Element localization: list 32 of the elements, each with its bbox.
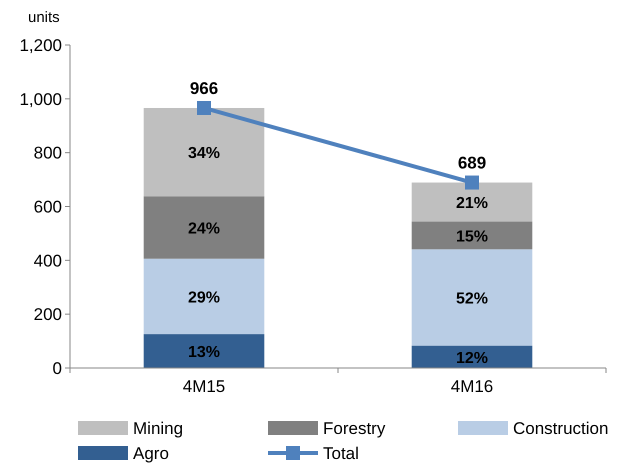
y-tick-label: 0 xyxy=(52,359,62,378)
y-tick-label: 1,000 xyxy=(19,90,62,109)
bar xyxy=(144,196,264,259)
y-tick-label: 400 xyxy=(34,251,62,270)
annotation: 21% xyxy=(456,195,488,212)
bar xyxy=(412,249,532,346)
y-axis-title: units xyxy=(28,9,60,26)
legend-label: Construction xyxy=(513,419,608,438)
bar xyxy=(412,222,532,250)
annotation: 15% xyxy=(456,228,488,246)
legend-label: Mining xyxy=(133,419,184,438)
x-tick-label: 4M16 xyxy=(450,377,494,396)
annotation: 12% xyxy=(456,350,488,367)
y-tick-label: 200 xyxy=(34,305,62,324)
bar xyxy=(412,182,532,222)
annotation: 13% xyxy=(188,344,220,362)
data-label: 966 xyxy=(190,78,218,98)
bar xyxy=(412,346,532,368)
annotation: 52% xyxy=(456,290,488,308)
y-tick-label: 1,200 xyxy=(19,36,62,55)
legend-label: Total xyxy=(323,444,359,463)
legend-label: Agro xyxy=(133,444,169,463)
annotation: 29% xyxy=(188,289,220,306)
y-tick-label: 800 xyxy=(34,144,62,163)
y-tick-label: 600 xyxy=(34,198,62,216)
legend-label: Forestry xyxy=(323,419,386,438)
annotation: 24% xyxy=(188,220,220,238)
bar xyxy=(144,258,264,334)
x-tick-label: 4M15 xyxy=(182,377,226,396)
annotation: 34% xyxy=(188,145,220,162)
bar xyxy=(144,334,264,368)
data-label: 689 xyxy=(458,154,486,173)
